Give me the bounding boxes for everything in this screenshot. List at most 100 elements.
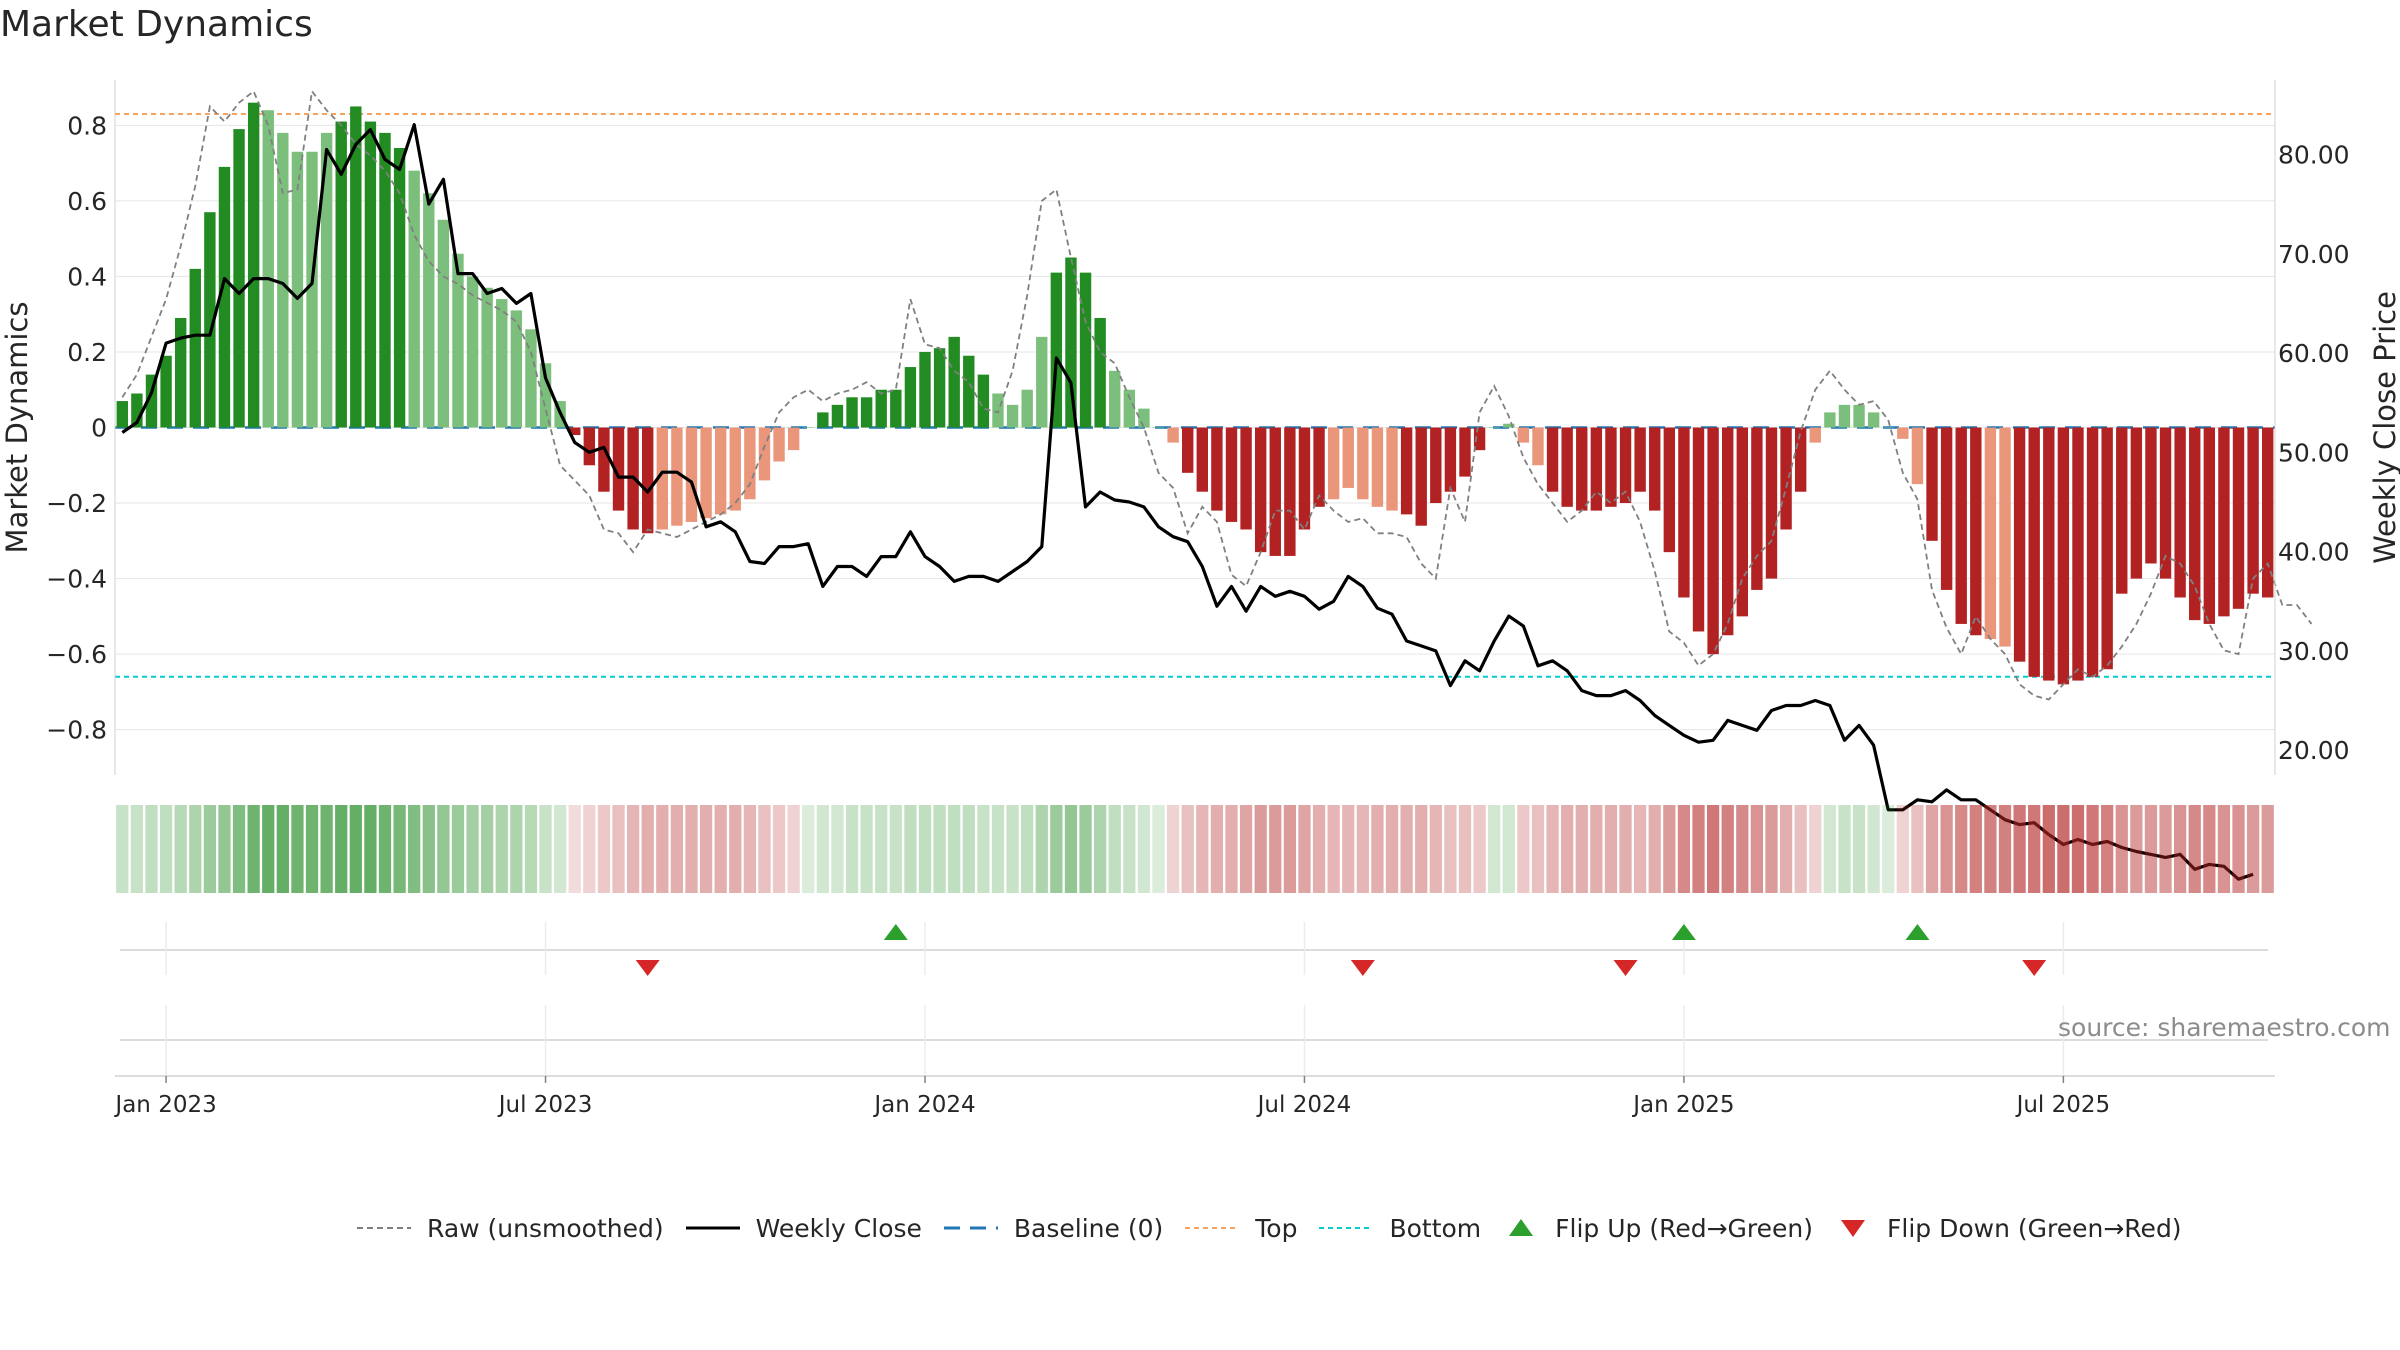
regime-strip-cell	[203, 805, 216, 893]
regime-strip-cell	[568, 805, 581, 893]
regime-strip-cell	[1925, 805, 1939, 893]
dynamics-bar	[1269, 427, 1281, 556]
dynamics-bar	[875, 389, 887, 428]
close-line-icon	[685, 1226, 740, 1230]
regime-strip-cell	[2232, 805, 2245, 893]
dynamics-bar	[1327, 427, 1340, 500]
dynamics-bar	[569, 427, 581, 436]
dynamics-bar	[364, 121, 377, 428]
dynamics-bar	[1240, 427, 1252, 530]
y2-tick-label: 30.00	[2278, 637, 2350, 666]
y2-tick-label: 20.00	[2278, 736, 2350, 765]
dynamics-bar	[744, 427, 756, 500]
regime-strip-cell	[2159, 805, 2172, 893]
dynamics-bar	[1006, 404, 1019, 428]
dynamics-bar	[2057, 427, 2070, 685]
dynamics-bar	[656, 427, 668, 530]
regime-strip-cell	[1283, 805, 1296, 893]
y-tick-label: 0.4	[67, 262, 107, 291]
regime-strip-cell	[1867, 805, 1880, 893]
regime-strip-cell	[1940, 805, 1953, 893]
regime-strip-cell	[2071, 805, 2085, 893]
regime-strip-cell	[2217, 805, 2231, 893]
regime-strip-cell	[189, 805, 202, 893]
flip-up-marker	[883, 924, 908, 940]
dynamics-bar	[2218, 427, 2230, 617]
dynamics-bar	[1605, 427, 1617, 507]
dynamics-bar	[1722, 427, 1734, 636]
dynamics-bar	[1400, 427, 1413, 515]
regime-strip-cell	[1531, 805, 1545, 893]
regime-strip-cell	[510, 805, 523, 893]
regime-strip-cell	[1604, 805, 1618, 893]
regime-strip-cell	[1838, 805, 1851, 893]
dynamics-bar	[1298, 427, 1311, 530]
y-tick-label: −0.4	[46, 565, 107, 594]
dynamics-bar	[2145, 427, 2157, 564]
regime-strip-cell	[1692, 805, 1705, 893]
regime-strip-cell	[889, 805, 902, 893]
dynamics-bar	[1546, 427, 1559, 492]
legend-item-flip-down: Flip Down (Green→Red)	[1833, 1214, 2182, 1243]
regime-strip-cell	[1488, 805, 1501, 893]
dynamics-bar	[2189, 427, 2201, 621]
regime-strip-cell	[816, 805, 829, 893]
dynamics-bar	[1167, 427, 1179, 443]
regime-strip-cell	[1342, 805, 1355, 893]
dynamics-bar	[1590, 427, 1603, 511]
regime-strip-cell	[656, 805, 669, 893]
dynamics-bar	[1692, 427, 1705, 632]
dynamics-bar	[2086, 427, 2099, 677]
regime-strip-cell	[130, 805, 144, 893]
regime-strip-cell	[554, 805, 567, 893]
dynamics-bar	[933, 348, 946, 428]
dynamics-bar	[2072, 427, 2084, 681]
regime-strip-cell	[1021, 805, 1034, 893]
dynamics-bar	[598, 427, 610, 492]
legend-item-flip-up: Flip Up (Red→Green)	[1501, 1214, 1813, 1243]
regime-strip-cell	[1561, 805, 1574, 893]
regime-strip-cell	[1269, 805, 1282, 893]
dynamics-bar	[189, 268, 201, 428]
regime-strip-cell	[772, 805, 786, 893]
x-tick-label: Jul 2025	[2015, 1092, 2111, 1118]
regime-strip-cell	[1079, 805, 1092, 893]
regime-strip-cell	[2101, 805, 2114, 893]
y-tick-label: 0	[91, 414, 107, 443]
dynamics-bar	[890, 389, 902, 428]
y2-tick-label: 50.00	[2278, 438, 2350, 467]
dynamics-bar	[700, 427, 712, 519]
dynamics-bar	[1751, 427, 1763, 590]
dynamics-bar	[1284, 427, 1296, 556]
dynamics-bar	[204, 212, 216, 428]
flip-down-marker	[1350, 960, 1375, 976]
regime-strip-cell	[699, 805, 713, 893]
regime-strip-cell	[524, 805, 538, 893]
regime-strip-cell	[583, 805, 596, 893]
dynamics-bar	[539, 363, 552, 428]
regime-strip-cell	[1706, 805, 1720, 893]
dynamics-bar	[2101, 427, 2113, 670]
dynamics-bar	[671, 427, 683, 526]
dynamics-bar	[393, 147, 406, 428]
regime-strip-cell	[714, 805, 727, 893]
regime-strip	[116, 805, 2274, 893]
regime-strip-cell	[335, 805, 348, 893]
source-credit: source: sharemaestro.com	[2058, 1013, 2391, 1042]
regime-strip-cell	[1473, 805, 1486, 893]
dynamics-bar	[335, 121, 347, 428]
dynamics-bar	[831, 404, 844, 428]
regime-strip-cell	[1064, 805, 1078, 893]
dynamics-bar	[729, 427, 741, 511]
baseline-line-icon	[943, 1226, 998, 1230]
dynamics-bar	[1634, 427, 1646, 492]
dynamics-bar	[1357, 427, 1369, 500]
x-tick-label: Jan 2024	[872, 1092, 975, 1118]
dynamics-bar	[262, 110, 274, 428]
regime-strip-cell	[1823, 805, 1836, 893]
dynamics-bar	[963, 355, 975, 428]
regime-strip-cell	[1590, 805, 1603, 893]
dynamics-bar	[773, 427, 785, 462]
regime-strip-cell	[758, 805, 771, 893]
dynamics-bar	[1576, 427, 1588, 511]
